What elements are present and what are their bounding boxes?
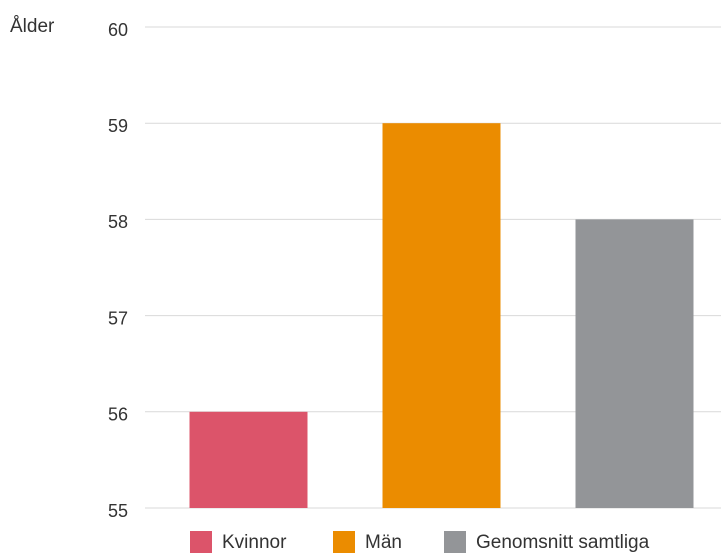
- y-tick-label: 59: [108, 116, 128, 136]
- legend-swatch: [333, 531, 355, 553]
- bar: [575, 219, 694, 508]
- y-axis-label: Ålder: [10, 16, 55, 37]
- legend-swatch: [444, 531, 466, 553]
- y-tick-label: 55: [108, 501, 128, 521]
- legend-swatch: [190, 531, 212, 553]
- bar: [189, 411, 308, 508]
- legend-label: Män: [365, 532, 402, 553]
- legend-label: Genomsnitt samtliga: [476, 532, 650, 553]
- y-tick-label: 58: [108, 212, 128, 232]
- y-tick-label: 57: [108, 308, 128, 328]
- y-tick-label: 60: [108, 20, 128, 40]
- bar: [382, 123, 501, 508]
- y-tick-label: 56: [108, 405, 128, 425]
- legend-label: Kvinnor: [222, 532, 287, 553]
